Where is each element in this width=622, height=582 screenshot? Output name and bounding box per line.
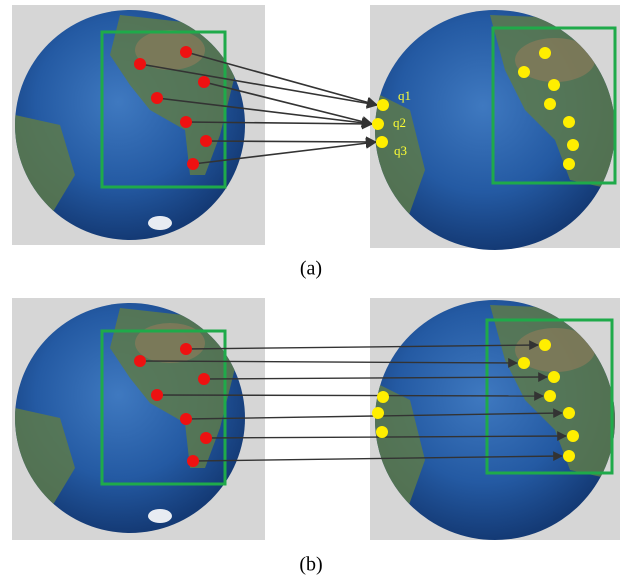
feature-point (377, 99, 389, 111)
feature-point (544, 390, 556, 402)
ice (148, 216, 172, 230)
feature-point (548, 371, 560, 383)
feature-point (187, 158, 199, 170)
caption: (a) (300, 258, 322, 280)
feature-point (200, 135, 212, 147)
desert (135, 323, 205, 363)
query-label: q1 (398, 88, 411, 103)
feature-point (518, 66, 530, 78)
feature-point (539, 339, 551, 351)
feature-point (563, 116, 575, 128)
feature-point (372, 407, 384, 419)
match-arrow (157, 395, 543, 396)
feature-point (187, 455, 199, 467)
feature-point (567, 139, 579, 151)
caption: (b) (299, 554, 322, 576)
query-label: q2 (393, 115, 406, 130)
feature-point (548, 79, 560, 91)
page: (a) (b) q1 q2 q3 (() => { const data = J… (0, 0, 622, 582)
feature-point (180, 413, 192, 425)
feature-point (539, 47, 551, 59)
feature-point (180, 116, 192, 128)
feature-point (372, 118, 384, 130)
feature-point (563, 450, 575, 462)
feature-point (134, 355, 146, 367)
feature-point (180, 46, 192, 58)
feature-point (377, 391, 389, 403)
feature-point (544, 98, 556, 110)
feature-point (563, 158, 575, 170)
feature-point (180, 343, 192, 355)
feature-point (376, 426, 388, 438)
feature-point (198, 373, 210, 385)
feature-point (518, 357, 530, 369)
feature-point (567, 430, 579, 442)
feature-point (198, 76, 210, 88)
feature-point (134, 58, 146, 70)
feature-point (563, 407, 575, 419)
feature-point (200, 432, 212, 444)
feature-point (376, 136, 388, 148)
match-arrow (206, 141, 376, 142)
ice (148, 509, 172, 523)
figure: (a) (b) q1 q2 q3 (0, 0, 622, 582)
feature-point (151, 389, 163, 401)
query-label: q3 (394, 143, 407, 158)
feature-point (151, 92, 163, 104)
